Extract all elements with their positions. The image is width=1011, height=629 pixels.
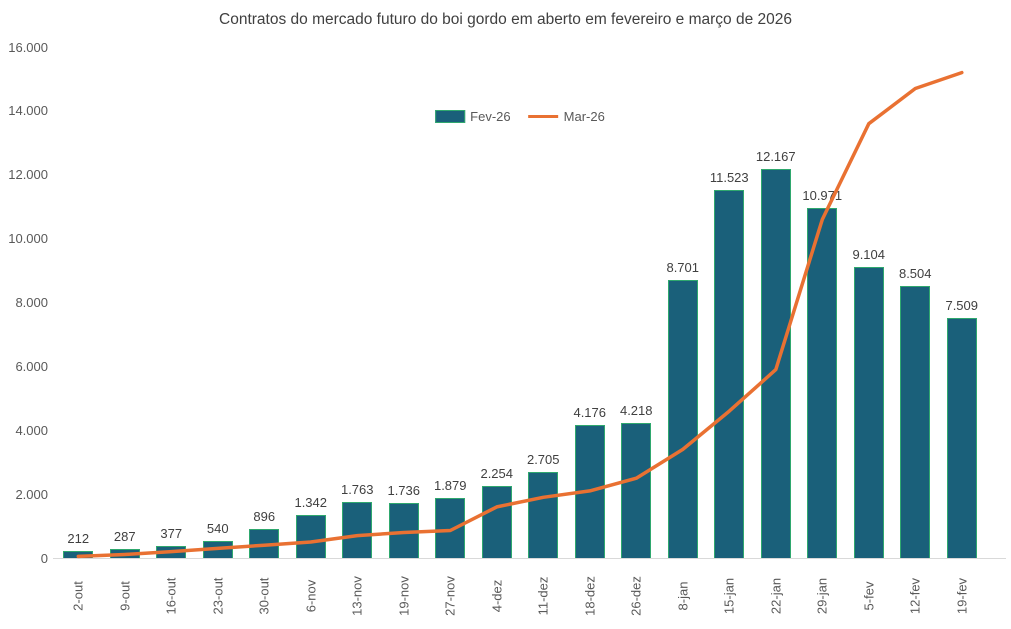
bar-fev26 bbox=[295, 515, 326, 558]
legend: Fev-26 Mar-26 bbox=[435, 109, 605, 124]
bar-value-label: 10.971 bbox=[802, 187, 843, 203]
y-axis-tick-label: 2.000 bbox=[15, 486, 48, 502]
y-axis-tick-label: 4.000 bbox=[15, 422, 48, 438]
bar-fev26 bbox=[574, 424, 605, 558]
x-axis-line bbox=[53, 558, 1006, 559]
bar-fev26 bbox=[435, 497, 466, 558]
y-axis-tick-label: 10.000 bbox=[8, 231, 48, 247]
bar-fev26 bbox=[900, 286, 931, 558]
legend-label-fev26: Fev-26 bbox=[470, 109, 511, 124]
bar-fev26 bbox=[156, 545, 187, 558]
y-axis-tick-label: 12.000 bbox=[8, 167, 48, 183]
y-axis-tick-label: 6.000 bbox=[15, 358, 48, 374]
bar-fev26 bbox=[249, 529, 280, 558]
legend-item-mar26: Mar-26 bbox=[528, 109, 605, 124]
y-axis-tick-label: 14.000 bbox=[8, 103, 48, 119]
legend-line-swatch bbox=[528, 114, 559, 119]
y-axis-tick-label: 16.000 bbox=[8, 39, 48, 55]
bar-fev26 bbox=[621, 423, 652, 558]
bar-fev26 bbox=[760, 169, 791, 558]
legend-item-fev26: Fev-26 bbox=[435, 109, 511, 124]
bar-fev26 bbox=[388, 502, 419, 558]
bar-fev26 bbox=[109, 548, 140, 558]
bar-fev26 bbox=[63, 551, 94, 558]
y-axis-tick-label: 8.000 bbox=[15, 295, 48, 310]
bar-fev26 bbox=[481, 486, 512, 558]
legend-bar-swatch bbox=[435, 110, 466, 123]
legend-label-mar26: Mar-26 bbox=[563, 109, 605, 124]
bar-fev26 bbox=[853, 267, 884, 558]
bar-value-label: 7.509 bbox=[945, 298, 979, 314]
bar-fev26 bbox=[202, 540, 233, 558]
bar-fev26 bbox=[667, 280, 698, 558]
y-axis-tick-label: 0 bbox=[40, 550, 48, 566]
bar-value-label: 8.504 bbox=[898, 266, 932, 282]
bar-fev26 bbox=[946, 318, 977, 558]
bar-fev26 bbox=[342, 501, 373, 558]
bar-fev26 bbox=[714, 189, 745, 558]
bar-fev26 bbox=[528, 471, 559, 558]
bar-value-label: 9.104 bbox=[852, 247, 886, 263]
chart-title: Contratos do mercado futuro do boi gordo… bbox=[219, 11, 792, 28]
bar-value-label: 12.167 bbox=[755, 149, 796, 165]
